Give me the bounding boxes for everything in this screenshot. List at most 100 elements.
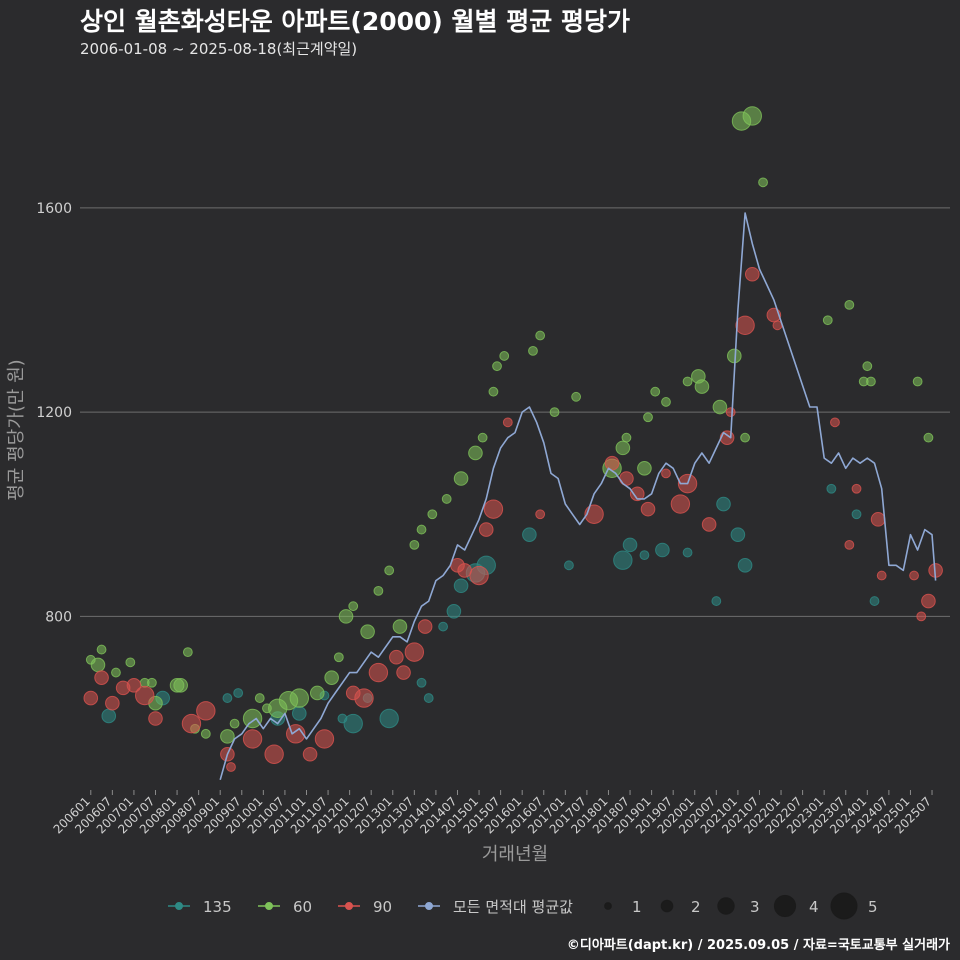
point-60-28 bbox=[384, 565, 395, 576]
point-60-48 bbox=[643, 412, 653, 423]
point-90-22 bbox=[417, 619, 433, 634]
point-90-18 bbox=[368, 662, 389, 683]
point-60-51 bbox=[682, 376, 693, 387]
point-135-20 bbox=[613, 550, 633, 570]
point-135-12 bbox=[423, 693, 434, 703]
point-90-31 bbox=[604, 455, 620, 471]
point-135-29 bbox=[826, 483, 837, 494]
point-90-0 bbox=[83, 690, 99, 706]
point-60-29 bbox=[392, 619, 408, 634]
point-60-37 bbox=[488, 386, 499, 397]
point-60-16 bbox=[254, 693, 265, 703]
point-90-27 bbox=[483, 499, 504, 519]
point-90-19 bbox=[389, 649, 404, 665]
point-90-36 bbox=[670, 494, 691, 514]
legend-size-label-3: 3 bbox=[750, 898, 760, 916]
legend-label-135: 135 bbox=[203, 898, 232, 916]
point-90-29 bbox=[535, 509, 546, 520]
point-60-34 bbox=[453, 471, 469, 486]
legend-size-label-2: 2 bbox=[691, 898, 701, 916]
point-90-51 bbox=[916, 611, 927, 622]
point-60-33 bbox=[441, 494, 452, 504]
scatter-points bbox=[83, 106, 943, 772]
point-90-34 bbox=[640, 501, 656, 517]
point-90-41 bbox=[735, 315, 755, 336]
point-60-53 bbox=[694, 379, 710, 394]
grid-lines bbox=[80, 207, 950, 617]
point-60-9 bbox=[173, 678, 188, 693]
point-135-27 bbox=[730, 527, 746, 542]
point-60-23 bbox=[333, 652, 344, 663]
point-135-15 bbox=[453, 578, 469, 594]
point-90-45 bbox=[830, 417, 840, 428]
point-90-21 bbox=[404, 642, 425, 662]
legend-dot-60 bbox=[265, 902, 273, 910]
point-60-27 bbox=[373, 585, 384, 596]
legend-size-circle-4 bbox=[773, 894, 797, 918]
legend: 135 60 90 모든 면적대 평균값 1 2 3 4 5 bbox=[168, 892, 878, 920]
point-60-63 bbox=[862, 361, 873, 372]
legend-label-avg: 모든 면적대 평균값 bbox=[453, 898, 573, 916]
legend-size-label-5: 5 bbox=[868, 898, 878, 916]
legend-dot-avg bbox=[425, 902, 433, 910]
point-90-2 bbox=[105, 695, 120, 711]
legend-label-60: 60 bbox=[293, 898, 312, 916]
point-60-45 bbox=[615, 440, 631, 456]
point-60-14 bbox=[229, 718, 240, 729]
y-axis-label: 평균 평당가(만 원) bbox=[6, 359, 27, 500]
point-90-1 bbox=[94, 670, 109, 685]
point-60-20 bbox=[289, 688, 309, 708]
point-90-38 bbox=[701, 517, 717, 532]
point-60-65 bbox=[912, 376, 923, 387]
point-60-6 bbox=[147, 677, 157, 688]
point-135-5 bbox=[291, 706, 307, 721]
point-90-25 bbox=[469, 565, 489, 586]
point-60-13 bbox=[220, 729, 235, 744]
point-90-52 bbox=[921, 593, 936, 609]
point-60-25 bbox=[348, 601, 359, 612]
point-60-38 bbox=[492, 361, 502, 372]
legend-size-circle-5 bbox=[830, 892, 858, 920]
legend-size-label-1: 1 bbox=[632, 898, 642, 916]
point-90-7 bbox=[181, 713, 202, 734]
point-90-15 bbox=[314, 729, 335, 749]
point-90-5 bbox=[135, 685, 155, 706]
point-135-3 bbox=[233, 688, 244, 698]
point-60-61 bbox=[844, 299, 855, 310]
x-axis-label: 거래년월 bbox=[482, 844, 548, 865]
point-60-50 bbox=[661, 397, 671, 407]
point-60-60 bbox=[822, 315, 833, 326]
point-90-39 bbox=[719, 430, 735, 445]
point-135-31 bbox=[869, 596, 880, 606]
point-60-26 bbox=[360, 624, 375, 640]
point-135-13 bbox=[438, 621, 448, 632]
point-90-28 bbox=[502, 417, 513, 428]
point-90-33 bbox=[629, 486, 645, 502]
point-60-58 bbox=[742, 106, 762, 126]
point-135-18 bbox=[522, 527, 537, 542]
legend-dot-135 bbox=[175, 902, 183, 910]
point-60-39 bbox=[499, 351, 510, 361]
point-90-42 bbox=[744, 266, 760, 282]
chart-subtitle: 2006-01-08 ~ 2025-08-18(최근계약일) bbox=[80, 40, 358, 58]
point-135-2 bbox=[222, 693, 233, 703]
point-60-2 bbox=[96, 644, 107, 655]
point-60-56 bbox=[740, 432, 750, 443]
point-60-24 bbox=[338, 609, 354, 624]
point-90-12 bbox=[264, 744, 284, 764]
point-60-4 bbox=[125, 657, 136, 668]
legend-size-circle-2 bbox=[660, 899, 674, 913]
point-90-47 bbox=[851, 483, 862, 494]
legend-size-circle-1 bbox=[604, 902, 612, 910]
point-90-17 bbox=[354, 688, 374, 708]
point-60-30 bbox=[409, 539, 420, 550]
point-90-48 bbox=[870, 512, 886, 527]
point-135-10 bbox=[379, 708, 399, 729]
point-135-0 bbox=[101, 708, 117, 724]
legend-size-label-4: 4 bbox=[809, 898, 819, 916]
point-60-35 bbox=[468, 445, 483, 461]
chart-caption: ©디아파트(dapt.kr) / 2025.09.05 / 자료=국토교통부 실… bbox=[566, 938, 950, 953]
point-60-66 bbox=[923, 432, 934, 443]
